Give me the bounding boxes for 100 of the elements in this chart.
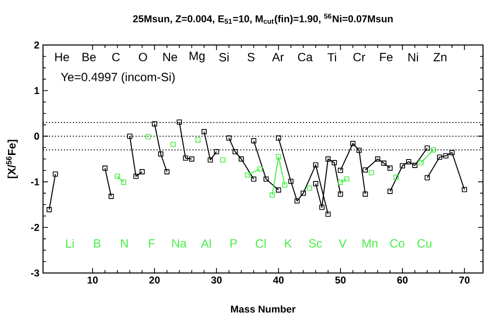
annotation: C — [112, 52, 120, 62]
annotation: Be — [82, 52, 96, 62]
point — [430, 147, 436, 152]
annotation: Sc — [308, 239, 322, 248]
point — [52, 171, 58, 177]
point — [325, 212, 331, 217]
point — [368, 170, 374, 176]
y-axis-title: [X/$^{56}$Fe] — [6, 140, 18, 178]
point — [46, 207, 52, 212]
annotation: Ni — [408, 52, 418, 62]
point — [344, 176, 350, 182]
y-tick-label: -3 — [31, 269, 40, 277]
point — [251, 138, 256, 144]
point — [362, 192, 368, 197]
point — [387, 166, 393, 171]
point — [158, 151, 164, 157]
annotation: Li — [66, 239, 74, 248]
point — [338, 192, 344, 197]
point — [257, 166, 262, 172]
point — [424, 175, 430, 180]
point — [232, 149, 238, 154]
point — [220, 157, 226, 163]
point — [375, 156, 380, 162]
annotation: Co — [390, 239, 404, 248]
point — [350, 140, 356, 146]
point — [226, 135, 232, 141]
point — [170, 142, 176, 147]
point — [319, 204, 324, 210]
point — [189, 156, 194, 162]
chart-title: 25Msun, Z=0.004, E$_{51}$=10, M$_{cut}$(fin)=1.90, $^{56}$Ni=0.07Msun — [133, 14, 393, 24]
annotation: Mn — [362, 239, 378, 248]
annotation: O — [138, 52, 148, 62]
point — [108, 194, 114, 199]
point — [294, 198, 300, 204]
point — [387, 188, 393, 194]
y-tick-label: -1 — [31, 178, 40, 186]
point — [406, 159, 412, 164]
x-tick-label: 70 — [459, 276, 470, 284]
annotation: Cl — [256, 238, 266, 248]
point — [264, 176, 269, 182]
point — [182, 156, 188, 161]
annotation: Ar — [272, 52, 284, 62]
point — [288, 178, 294, 184]
point — [202, 129, 207, 134]
point — [140, 169, 145, 174]
point — [394, 174, 399, 180]
x-tick-label: 10 — [88, 276, 98, 284]
point — [412, 162, 418, 168]
point — [270, 192, 275, 198]
annotation: Zn — [434, 52, 446, 62]
point — [276, 135, 282, 141]
point — [238, 156, 244, 162]
annotation: Fe — [380, 52, 393, 62]
point — [443, 153, 448, 158]
point — [176, 119, 182, 125]
annotation: K — [285, 239, 292, 248]
point — [114, 174, 120, 179]
annotation: Ne — [163, 52, 178, 62]
annotation: Mg — [190, 52, 205, 62]
x-tick-label: 50 — [335, 276, 346, 284]
point — [400, 163, 406, 168]
annotation: F — [149, 239, 155, 248]
point — [325, 156, 331, 162]
annotation: B — [94, 239, 100, 248]
point — [313, 181, 318, 186]
point — [306, 186, 312, 191]
annotation: Ca — [298, 52, 313, 62]
annotation: P — [230, 239, 237, 248]
point — [164, 169, 170, 174]
point — [424, 145, 430, 151]
point — [381, 160, 386, 166]
point — [251, 176, 256, 182]
point — [282, 182, 288, 188]
point — [214, 149, 220, 154]
annotation: Na — [172, 239, 187, 248]
point — [152, 121, 158, 126]
y-tick-label: -2 — [31, 224, 40, 231]
point — [338, 180, 344, 185]
point — [146, 134, 151, 140]
point — [276, 187, 282, 193]
point — [332, 160, 337, 166]
point — [195, 137, 201, 142]
point — [300, 190, 306, 196]
point — [338, 168, 344, 173]
annotation: Ye=0.4997 (incom-Si) — [60, 72, 175, 84]
point — [276, 154, 282, 160]
point — [418, 160, 424, 166]
point — [313, 162, 318, 168]
point — [120, 180, 126, 185]
x-axis-title: Mass Number — [231, 305, 296, 313]
y-tick-label: 2 — [34, 42, 40, 48]
annotation: He — [55, 52, 70, 62]
x-tick-label: 30 — [211, 276, 222, 284]
y-tick-label: 0 — [34, 132, 40, 140]
point — [244, 172, 250, 178]
x-tick-label: 60 — [397, 276, 408, 284]
point — [462, 186, 468, 192]
annotation: Si — [219, 52, 229, 62]
point — [133, 174, 139, 179]
y-tick-label: 1 — [34, 87, 40, 94]
